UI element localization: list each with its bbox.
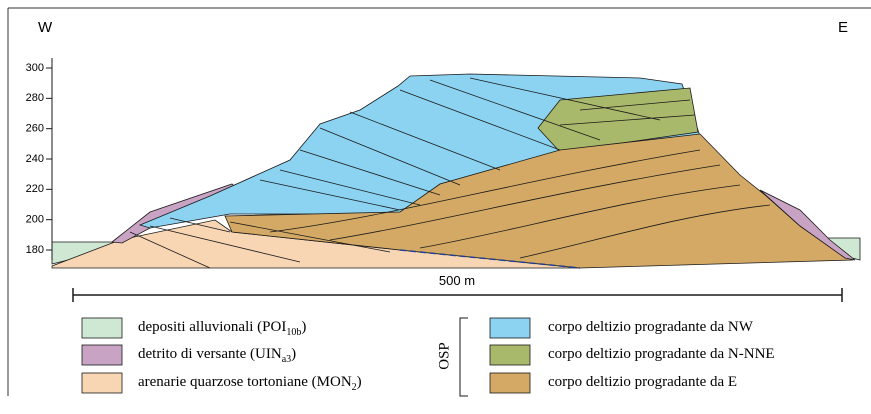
y-tick-label: 260 bbox=[26, 123, 44, 135]
legend-text: corpo deltizio progradante da NW bbox=[548, 319, 754, 335]
scale-label: 500 m bbox=[439, 273, 475, 288]
legend-swatch bbox=[489, 344, 531, 366]
legend-text: depositi alluvionali (POI bbox=[138, 319, 286, 335]
legend-sub: 2 bbox=[352, 382, 357, 393]
legend-label: arenarie quarzose tortoniane (MON2) bbox=[138, 374, 362, 393]
legend-swatch bbox=[81, 317, 123, 339]
detrito-right bbox=[759, 189, 856, 261]
legend-label: detrito di versante (UINa3) bbox=[138, 346, 296, 365]
legend-swatch bbox=[81, 344, 123, 366]
y-tick-label: 280 bbox=[26, 92, 44, 104]
group-label: OSP bbox=[436, 342, 452, 370]
legend-text: corpo deltizio progradante da E bbox=[548, 374, 737, 390]
legend-swatch bbox=[81, 372, 123, 394]
legend-swatch bbox=[489, 372, 531, 394]
y-tick-label: 240 bbox=[26, 153, 44, 165]
legend-label: depositi alluvionali (POI10b) bbox=[138, 319, 306, 338]
legend-text: corpo deltizio progradante da N-NNE bbox=[548, 346, 775, 362]
strata-lines bbox=[129, 77, 771, 269]
legend-after: ) bbox=[291, 346, 296, 362]
legend-text: arenarie quarzose tortoniane (MON bbox=[138, 374, 352, 390]
legend-label: corpo deltizio progradante da N-NNE bbox=[548, 346, 775, 362]
legend-text: detrito di versante (UIN bbox=[138, 346, 282, 362]
y-tick-label: 300 bbox=[26, 62, 44, 74]
legend-after: ) bbox=[357, 374, 362, 390]
contact bbox=[399, 249, 581, 269]
legend-label: corpo deltizio progradante da NW bbox=[548, 319, 754, 335]
y-tick-label: 200 bbox=[26, 214, 44, 226]
section bbox=[51, 73, 861, 269]
y-tick-label: 220 bbox=[26, 183, 44, 195]
legend-swatch bbox=[489, 317, 531, 339]
y-tick-label: 180 bbox=[26, 244, 44, 256]
east-label: E bbox=[838, 19, 848, 36]
legend-after: ) bbox=[301, 319, 306, 335]
legend-sub: 10b bbox=[286, 327, 301, 338]
scale-bar bbox=[72, 288, 843, 302]
legend-label: corpo deltizio progradante da E bbox=[548, 374, 737, 390]
legend-sub: a3 bbox=[282, 354, 291, 365]
frame bbox=[7, 7, 871, 396]
bracket bbox=[459, 317, 468, 397]
west-label: W bbox=[38, 19, 53, 36]
